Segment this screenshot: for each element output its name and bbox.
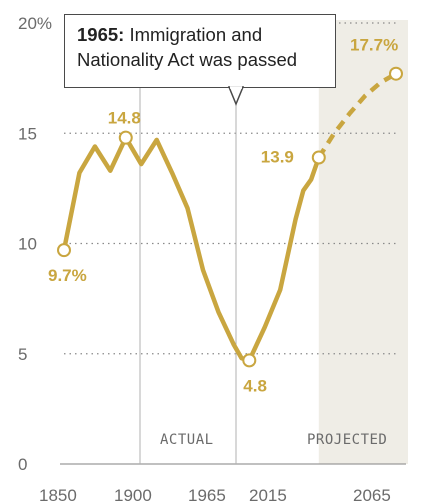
data-label: 17.7% <box>350 36 398 55</box>
x-tick-label: 2015 <box>249 486 287 504</box>
annotation-callout: 1965: Immigration and Nationality Act wa… <box>64 14 336 88</box>
series-line-dashed <box>316 71 398 159</box>
projected-shade <box>318 20 408 464</box>
data-point-marker <box>389 66 403 81</box>
annotation-text-2: Nationality Act was passed <box>77 49 298 70</box>
x-tick-label: 1900 <box>114 486 152 504</box>
data-label: 9.7% <box>48 266 87 285</box>
data-point-marker <box>311 150 326 165</box>
y-tick-label: 5 <box>18 345 27 364</box>
y-axis: 0 5 10 15 20% <box>18 14 52 474</box>
x-tick-label: 1965 <box>188 486 226 504</box>
marker-labels: 9.7% 14.8 4.8 13.9 17.7% <box>48 36 398 396</box>
x-tick-label: 2065 <box>353 486 391 504</box>
data-label: 13.9 <box>261 148 294 167</box>
region-label-projected: PROJECTED <box>307 432 387 448</box>
y-tick-label: 0 <box>18 455 27 474</box>
annotation-text: Immigration and <box>124 24 263 45</box>
region-label-actual: ACTUAL <box>160 432 214 448</box>
series-line-solid <box>61 135 322 363</box>
series-lines <box>61 71 398 363</box>
annotation-year: 1965: <box>77 24 125 45</box>
x-axis: 1850 1900 1965 2015 2065 <box>39 486 391 504</box>
data-point-marker <box>242 353 257 368</box>
data-label: 4.8 <box>243 376 267 395</box>
y-tick-label: 10 <box>18 235 37 254</box>
y-tick-label: 20% <box>18 14 52 33</box>
data-label: 14.8 <box>108 109 141 128</box>
data-point-marker <box>118 130 133 145</box>
markers <box>57 66 403 368</box>
y-tick-label: 15 <box>18 124 37 143</box>
x-tick-label: 1850 <box>39 486 77 504</box>
data-point-marker <box>57 243 71 258</box>
